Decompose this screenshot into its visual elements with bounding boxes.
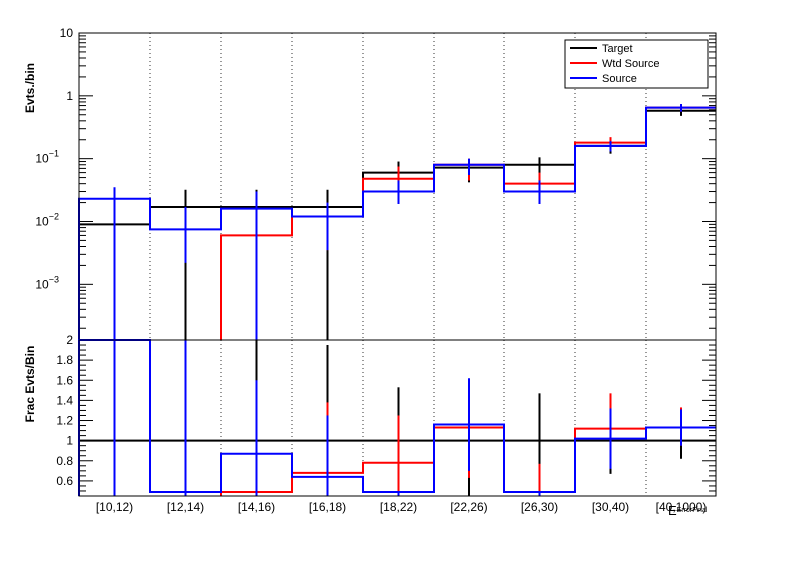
top-y-tick-label: 10	[60, 26, 74, 40]
top-y-tick-label: 10−3	[35, 274, 59, 291]
x-tick-label: [30,40)	[592, 500, 629, 514]
legend-label-target: Target	[602, 43, 633, 55]
x-tick-label: [40,1000)	[656, 500, 707, 514]
x-tick-label: [10,12)	[96, 500, 133, 514]
top-y-tick-label-exp: −1	[49, 149, 59, 159]
top-step-source	[78, 106, 716, 340]
x-axis-title: EErrorFinal	[668, 503, 708, 518]
top-y-tick-label-base: 10	[35, 152, 49, 166]
top-y-tick-label: 10−1	[35, 149, 59, 166]
top-y-tick-label: 10−2	[35, 211, 59, 228]
bottom-y-tick-label: 0.8	[56, 454, 73, 468]
bottom-series	[78, 339, 716, 496]
bottom-y-tick-label: 2	[66, 333, 73, 347]
legend: Target Wtd Source Source	[564, 39, 709, 89]
x-tick-label: [12,14)	[167, 500, 204, 514]
x-tick-label: [18,22)	[380, 500, 417, 514]
bottom-y-tick-label: 1.2	[56, 414, 73, 428]
top-series	[78, 104, 716, 340]
x-tick-label: [26,30)	[521, 500, 558, 514]
top-y-tick-label: 1	[66, 89, 73, 103]
bottom-y-tick-label: 1	[66, 434, 73, 448]
legend-label-source: Source	[602, 73, 637, 85]
x-tick-labels: [10,12) [12,14) [14,16) [16,18) [18,22) [22,2…	[96, 500, 707, 514]
x-tick-label: [22,26)	[450, 500, 487, 514]
bottom-y-tick-label: 1.8	[56, 353, 73, 367]
legend-label-wtd-source: Wtd Source	[602, 58, 659, 70]
bottom-panel: 0.6 0.8 1 1.2 1.4 1.6 1.8 2 Frac Evts/Bin [10,1…	[23, 333, 717, 518]
bottom-frame	[78, 339, 717, 497]
bottom-step-source	[78, 339, 716, 496]
top-y-tick-label-exp: −2	[49, 211, 59, 221]
x-tick-label: [14,16)	[238, 500, 275, 514]
bottom-y-ticks: 0.6 0.8 1 1.2 1.4 1.6 1.8 2	[56, 333, 716, 492]
bottom-y-axis-title: Frac Evts/Bin	[23, 346, 37, 423]
bottom-y-tick-label: 0.6	[56, 474, 73, 488]
x-tick-label: [16,18)	[309, 500, 346, 514]
x-axis-title-sub: ErrorFinal	[677, 507, 708, 514]
bottom-y-tick-label: 1.4	[56, 393, 73, 407]
top-y-tick-label-base: 10	[35, 277, 49, 291]
top-y-axis-title: Evts./bin	[23, 63, 37, 113]
top-y-tick-label-base: 10	[35, 214, 49, 228]
x-axis-title-main: E	[668, 503, 677, 518]
bottom-y-tick-label: 1.6	[56, 373, 73, 387]
top-y-tick-label-exp: −3	[49, 274, 59, 284]
bottom-step-target	[78, 439, 716, 496]
